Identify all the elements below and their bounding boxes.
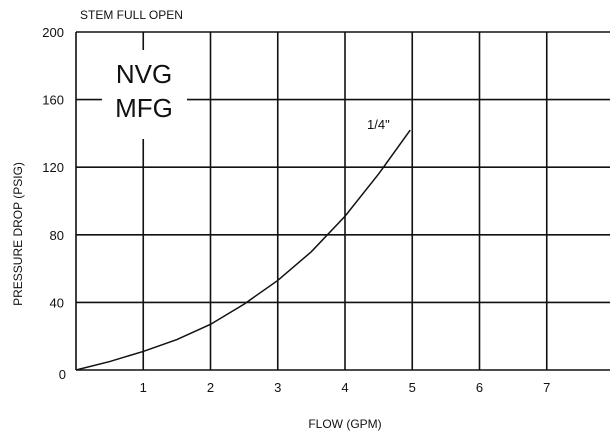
x-tick-7: 7: [543, 380, 550, 395]
series-layer: 1/4": [75, 117, 411, 371]
y-tick-40: 40: [50, 295, 64, 310]
y-tick-200: 200: [42, 25, 64, 40]
y-tick-80: 80: [50, 228, 64, 243]
y-axis-title: PRESSURE DROP (PSIG): [11, 162, 25, 306]
y-tick-layer: 0 40 80 120 160 200: [42, 25, 66, 382]
grid-layer: [75, 31, 610, 371]
y-tick-120: 120: [42, 160, 64, 175]
x-tick-4: 4: [341, 380, 348, 395]
x-tick-1: 1: [140, 380, 147, 395]
x-tick-6: 6: [476, 380, 483, 395]
series-line-quarter-inch: [75, 129, 411, 371]
legend-line-2: MFG: [115, 93, 173, 123]
y-tick-160: 160: [42, 93, 64, 108]
x-axis-title: FLOW (GPM): [308, 417, 381, 431]
y-tick-0: 0: [59, 367, 66, 382]
x-tick-5: 5: [409, 380, 416, 395]
chart-title: STEM FULL OPEN: [80, 8, 183, 22]
x-tick-layer: 12345678: [140, 380, 551, 395]
legend-line-1: NVG: [116, 59, 172, 89]
x-tick-3: 3: [274, 380, 281, 395]
series-label-quarter-inch: 1/4": [367, 117, 390, 132]
x-tick-2: 2: [207, 380, 214, 395]
legend-layer: NVG MFG: [115, 59, 173, 123]
